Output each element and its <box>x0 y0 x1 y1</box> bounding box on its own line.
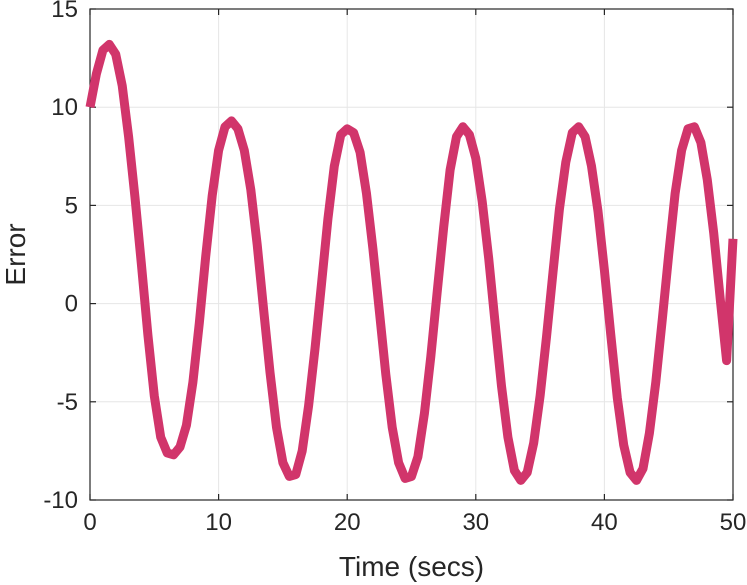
y-tick-label-1: -5 <box>57 389 78 416</box>
y-tick-label-4: 10 <box>51 94 78 121</box>
y-tick-label-5: 15 <box>51 0 78 23</box>
y-tick-label-3: 5 <box>65 192 78 219</box>
x-tick-labels: 0 10 20 30 40 50 <box>83 509 746 536</box>
x-axis-label: Time (secs) <box>339 551 484 582</box>
x-tick-label-5: 50 <box>720 509 747 536</box>
y-axis-label: Error <box>0 223 31 285</box>
y-tick-labels: -10 -5 0 5 10 15 <box>43 0 78 514</box>
series-group <box>85 39 738 485</box>
x-tick-label-0: 0 <box>83 509 96 536</box>
series-line-0 <box>85 39 738 485</box>
y-tick-label-2: 0 <box>65 291 78 318</box>
x-tick-label-3: 30 <box>462 509 489 536</box>
x-tick-label-2: 20 <box>334 509 361 536</box>
x-tick-label-1: 10 <box>205 509 232 536</box>
x-tick-label-4: 40 <box>591 509 618 536</box>
y-tick-label-0: -10 <box>43 487 78 514</box>
